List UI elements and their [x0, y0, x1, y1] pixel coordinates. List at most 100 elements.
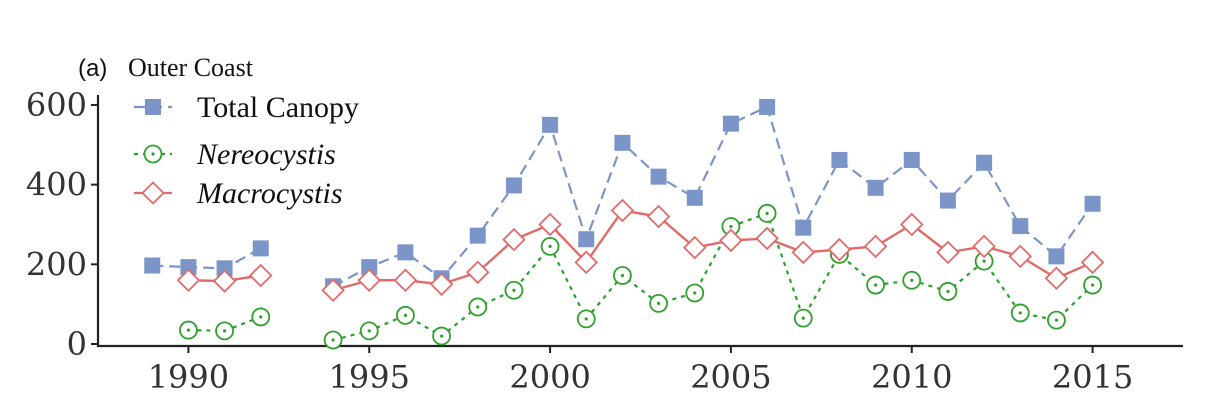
legend-label: Nereocystis [196, 138, 336, 171]
data-point [502, 227, 526, 252]
data-point [867, 179, 884, 196]
data-point [212, 269, 237, 293]
data-point [939, 192, 956, 209]
data-point [936, 240, 960, 265]
data-point [1047, 310, 1066, 330]
y-tick-label: 600 [26, 86, 87, 124]
data-point [180, 259, 197, 276]
data-point [1010, 303, 1030, 323]
data-point [361, 259, 378, 276]
data-point [938, 282, 958, 301]
data-point [504, 280, 524, 300]
data-point [795, 219, 812, 236]
data-point [827, 237, 852, 262]
data-point [578, 231, 595, 248]
x-tick-label: 2000 [509, 358, 590, 396]
data-point [610, 198, 635, 223]
legend: Total Canopy Nereocystis Macrocystis [134, 91, 359, 210]
data-point [252, 240, 269, 257]
data-point [757, 203, 777, 223]
data-point [1044, 266, 1069, 291]
data-point [649, 293, 668, 313]
data-point [650, 168, 667, 185]
data-point [902, 270, 922, 290]
data-point [468, 297, 488, 317]
series-line [332, 105, 1094, 288]
data-point [429, 272, 454, 297]
data-point [899, 212, 924, 237]
legend-label: Total Canopy [197, 91, 359, 124]
legend-marker [143, 144, 163, 164]
data-point [216, 260, 233, 277]
data-point [1008, 244, 1033, 269]
data-point [759, 98, 776, 115]
data-point [396, 305, 415, 325]
data-point [574, 250, 599, 275]
panel-tag: (a) [78, 55, 107, 82]
data-point [1084, 195, 1101, 212]
data-point [755, 226, 779, 251]
data-point [686, 189, 703, 206]
legend-item: Macrocystis [134, 177, 343, 210]
series-nereocystis [179, 203, 1102, 350]
data-point [646, 204, 671, 229]
data-point [357, 268, 382, 293]
data-point [397, 244, 414, 261]
data-point [863, 234, 888, 259]
data-point [972, 234, 996, 259]
data-point [831, 151, 848, 168]
data-point [903, 151, 920, 168]
legend-item: Nereocystis [134, 138, 336, 171]
data-point [682, 235, 707, 260]
series-line [152, 247, 262, 270]
legend-item: Total Canopy [134, 91, 359, 124]
data-point [215, 321, 234, 341]
y-tick-label: 0 [67, 325, 87, 363]
data-point [323, 330, 343, 350]
data-point [614, 134, 631, 151]
y-tick-label: 400 [26, 166, 87, 204]
data-point [321, 278, 345, 302]
data-point [176, 268, 201, 293]
data-point [1048, 248, 1065, 265]
data-point [505, 177, 522, 194]
data-point [719, 228, 743, 253]
y-tick-label: 200 [26, 245, 87, 283]
data-point [144, 257, 161, 274]
x-tick-label: 2010 [871, 358, 952, 396]
data-point [248, 263, 273, 288]
data-point [613, 266, 632, 285]
data-point [1012, 218, 1029, 235]
data-point [793, 308, 813, 328]
x-tick-label: 1995 [329, 358, 410, 396]
data-point [359, 321, 379, 341]
data-point [722, 115, 739, 132]
data-point [1083, 275, 1102, 295]
chart-title: Outer Coast [128, 53, 254, 82]
legend-marker [145, 99, 161, 115]
data-point [866, 275, 885, 295]
legend-marker [141, 181, 165, 205]
data-point [540, 236, 560, 256]
data-point [976, 154, 993, 171]
data-point [432, 326, 451, 346]
data-point [179, 320, 198, 340]
data-point [542, 116, 559, 133]
data-point [465, 260, 490, 285]
series-total-canopy [144, 98, 1101, 295]
data-point [251, 307, 271, 327]
data-point [685, 283, 705, 303]
legend-label: Macrocystis [196, 177, 343, 210]
data-point [393, 268, 418, 293]
data-point [791, 240, 816, 265]
data-point [1080, 250, 1105, 275]
x-tick-label: 2005 [690, 358, 771, 396]
x-tick-label: 2015 [1052, 358, 1133, 396]
data-point [469, 227, 486, 244]
data-point [576, 309, 596, 329]
x-tick-label: 1990 [148, 358, 229, 396]
data-point [538, 212, 562, 237]
series-line [332, 209, 1094, 292]
series-layer [144, 98, 1105, 350]
